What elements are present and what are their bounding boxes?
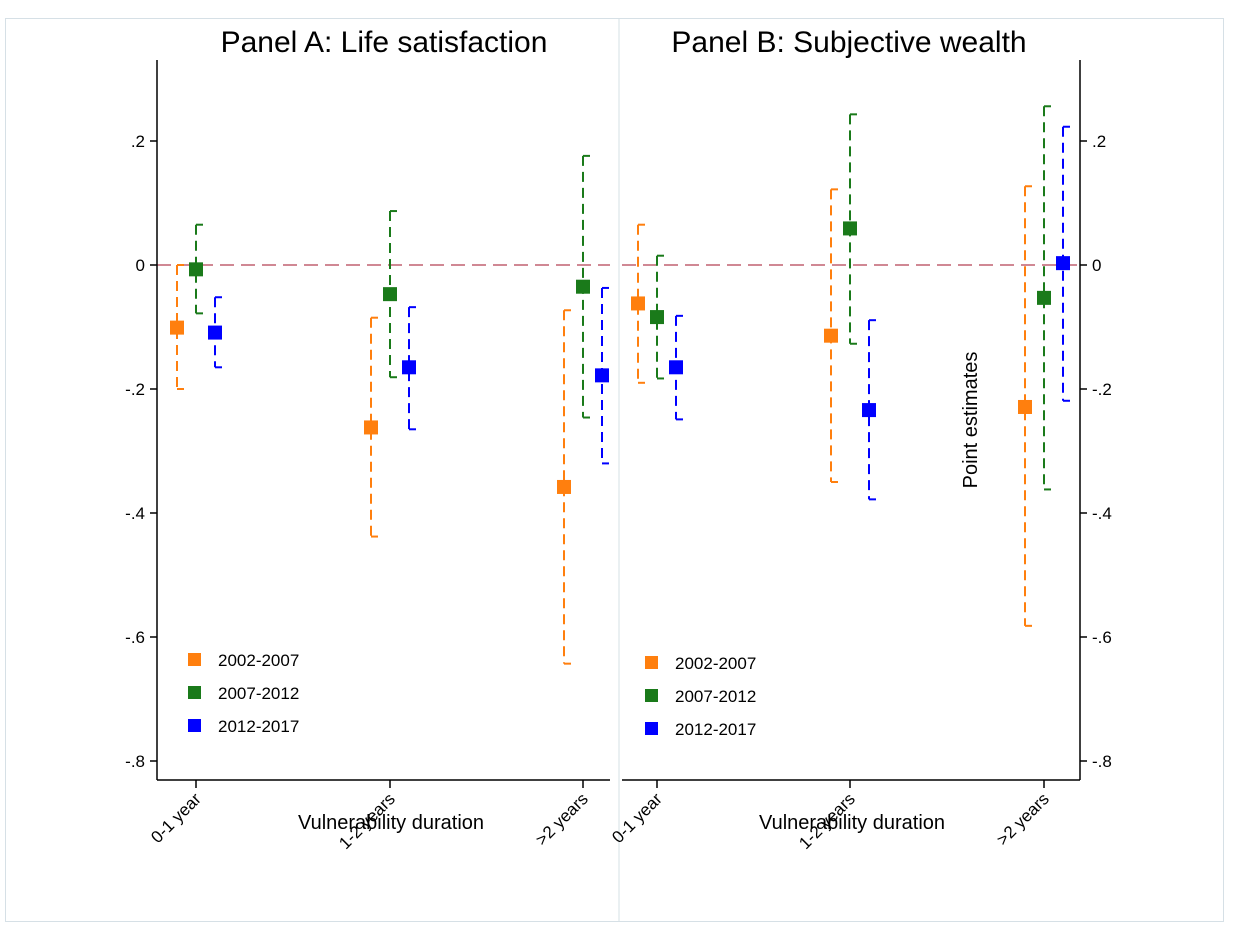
panel-a-title: Panel A: Life satisfaction (221, 26, 548, 59)
y-tick-label: -.2 (1092, 380, 1112, 399)
panel-b-y-ticks: -.8 -.6 -.4 -.2 0 .2 (1080, 132, 1112, 771)
figure-border (5, 18, 1224, 922)
series-2002-2007 (170, 264, 571, 665)
legend-marker (188, 719, 201, 732)
point-marker (862, 403, 876, 418)
legend-marker (645, 722, 658, 735)
point-marker (402, 360, 416, 375)
y-tick-label: .2 (131, 132, 145, 151)
legend-marker (188, 653, 201, 666)
point-marker (843, 221, 857, 236)
panel-a-y-ticks: -.8 -.6 -.4 -.2 0 .2 (125, 132, 157, 771)
y-tick-label: -.2 (125, 380, 145, 399)
panel-a-series (170, 154, 609, 665)
series-2002-2007 (631, 185, 1032, 627)
point-marker (1056, 256, 1070, 271)
panel-b-legend: 2002-2007 2007-2012 2012-2017 (645, 654, 756, 739)
point-marker (1018, 399, 1032, 414)
panel-a-xlabel: Vulnerability duration (298, 812, 484, 834)
legend-label: 2012-2017 (675, 720, 756, 739)
point-marker (824, 328, 838, 343)
panel-b-title: Panel B: Subjective wealth (671, 26, 1026, 59)
legend-label: 2007-2012 (218, 684, 299, 703)
y-tick-label: -.8 (1092, 752, 1112, 771)
y-tick-label: -.8 (125, 752, 145, 771)
y-tick-label: -.4 (125, 504, 145, 523)
series-2012-2017 (208, 286, 609, 465)
series-2007-2012 (650, 105, 1051, 491)
point-marker (650, 310, 664, 325)
point-marker (576, 279, 590, 294)
legend-marker (188, 686, 201, 699)
point-marker (631, 296, 645, 311)
point-marker (170, 320, 184, 335)
legend-marker (645, 689, 658, 702)
legend-marker (645, 656, 658, 669)
point-marker (364, 420, 378, 435)
y-tick-label: -.6 (125, 628, 145, 647)
point-marker (669, 360, 683, 375)
point-marker (189, 262, 203, 277)
y-tick-label: -.6 (1092, 628, 1112, 647)
legend-label: 2002-2007 (675, 654, 756, 673)
legend-label: 2012-2017 (218, 717, 299, 736)
point-marker (208, 325, 222, 340)
panel-b-series (631, 105, 1070, 627)
y-tick-label: 0 (1092, 256, 1101, 275)
point-marker (595, 368, 609, 383)
point-marker (557, 479, 571, 494)
panel-a-legend: 2002-2007 2007-2012 2012-2017 (188, 651, 299, 736)
y-tick-label: -.4 (1092, 504, 1112, 523)
y-tick-label: 0 (136, 256, 145, 275)
point-marker (383, 287, 397, 302)
point-marker (1037, 290, 1051, 305)
series-2007-2012 (189, 154, 590, 419)
y-tick-label: .2 (1092, 132, 1106, 151)
legend-label: 2002-2007 (218, 651, 299, 670)
series-2012-2017 (669, 125, 1070, 501)
panel-b-ylabel: Point estimates (960, 352, 982, 489)
panel-b-xlabel: Vulnerability duration (759, 812, 945, 834)
legend-label: 2007-2012 (675, 687, 756, 706)
